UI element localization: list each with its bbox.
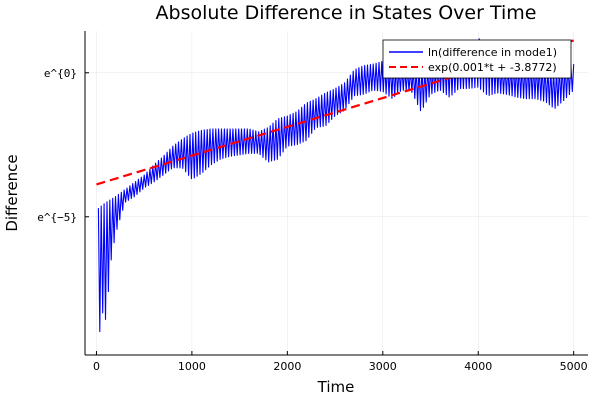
y-tick-label-0: e^{0} (44, 67, 77, 80)
x-axis-label: Time (317, 378, 355, 396)
x-tick-label-1: 1000 (178, 360, 206, 373)
legend-label-series-1: ln(difference in mode1) (428, 46, 557, 59)
x-tick-label-2: 2000 (273, 360, 301, 373)
axes: 0 1000 2000 3000 4000 5000 e^{0} e^{−5} (37, 31, 588, 373)
x-tick-label-3: 3000 (369, 360, 397, 373)
x-tick-label-4: 4000 (464, 360, 492, 373)
x-tick-label-5: 5000 (560, 360, 588, 373)
plot-area (96, 38, 575, 333)
legend-label-series-2: exp(0.001*t + -3.8772) (428, 61, 557, 74)
legend: ln(difference in mode1) exp(0.001*t + -3… (382, 39, 572, 79)
chart-title: Absolute Difference in States Over Time (156, 2, 537, 24)
x-tick-label-0: 0 (93, 360, 100, 373)
legend-box (382, 39, 572, 79)
y-axis-label: Difference (3, 154, 21, 231)
y-tick-label-1: e^{−5} (37, 211, 77, 224)
